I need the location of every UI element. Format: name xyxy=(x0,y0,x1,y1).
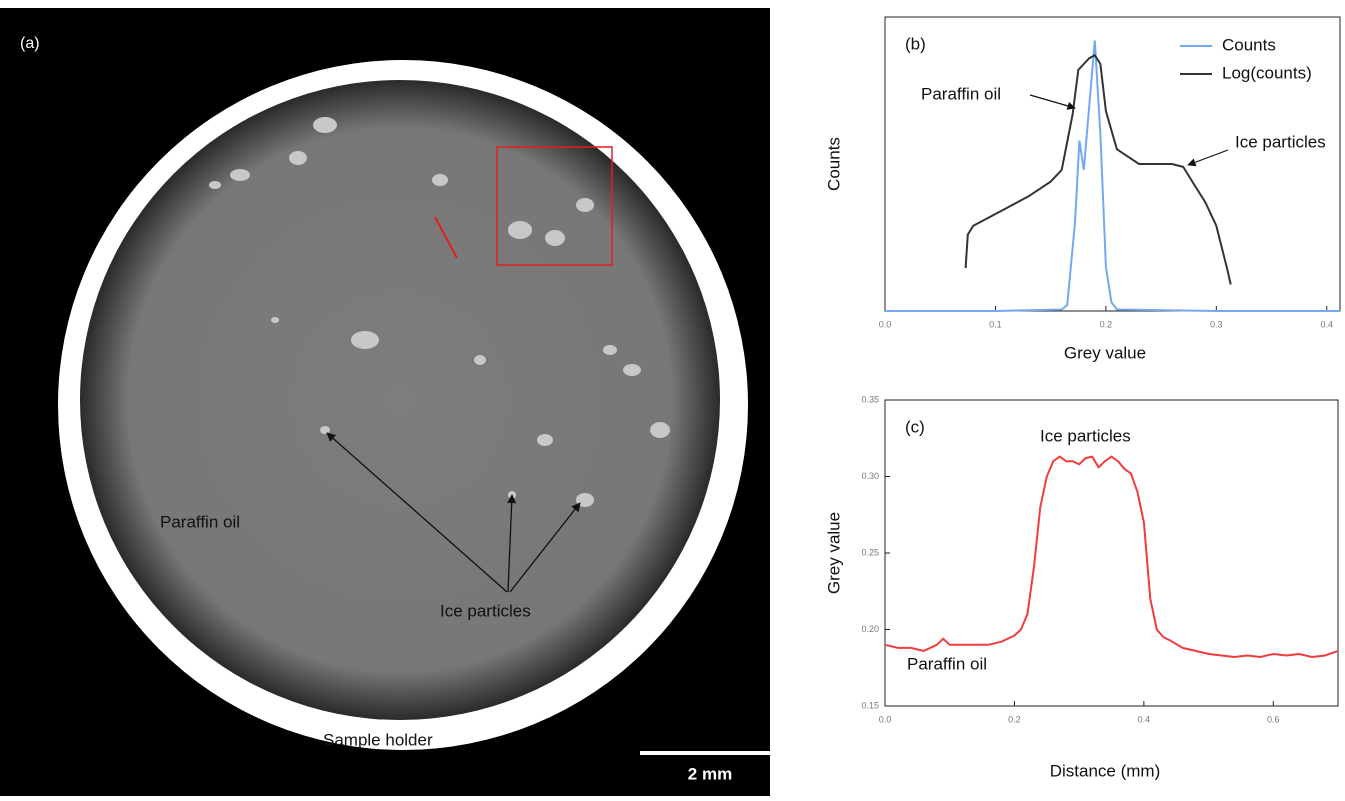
x-tick-label: 0.4 xyxy=(1320,319,1333,329)
annotation: Ice particles xyxy=(1235,132,1326,151)
data-line xyxy=(964,53,1232,285)
label: Sample holder xyxy=(323,730,433,749)
y-tick-label: 0.20 xyxy=(861,624,879,634)
x-tick-label: 0.0 xyxy=(879,714,892,724)
y-axis-label: Counts xyxy=(824,137,843,191)
x-tick-label: 0.2 xyxy=(1100,319,1113,329)
x-axis-label: Grey value xyxy=(1064,343,1146,362)
plot-frame xyxy=(884,16,1341,312)
panel-label: (c) xyxy=(905,417,925,436)
label: Ice particles xyxy=(440,601,531,620)
arrows xyxy=(326,432,581,593)
y-tick-label: 0.30 xyxy=(861,471,879,481)
panel-label: (a) xyxy=(20,35,40,52)
legend-label: Log(counts) xyxy=(1222,63,1312,82)
x-axis-label: Distance (mm) xyxy=(1050,761,1161,780)
data-line xyxy=(885,40,1340,312)
paraffin-region xyxy=(80,80,720,720)
panel-label: (b) xyxy=(905,34,926,53)
profile-line xyxy=(434,216,458,259)
y-tick-label: 0.15 xyxy=(861,700,879,710)
x-tick-label: 0.0 xyxy=(879,319,892,329)
zoom-box xyxy=(496,146,613,266)
annotation-arrow xyxy=(1187,149,1229,167)
x-tick-label: 0.4 xyxy=(1138,714,1151,724)
legend-label: Counts xyxy=(1222,35,1276,54)
annotation: Ice particles xyxy=(1040,426,1131,445)
label: Paraffin oil xyxy=(160,512,240,531)
x-tick-label: 0.1 xyxy=(989,319,1002,329)
annotation: Paraffin oil xyxy=(907,654,987,673)
annotation: Paraffin oil xyxy=(921,84,1001,103)
annotation-arrow xyxy=(1029,94,1076,110)
x-tick-label: 0.6 xyxy=(1267,714,1280,724)
x-tick-label: 0.3 xyxy=(1210,319,1223,329)
y-tick-label: 0.35 xyxy=(861,394,879,404)
data-line xyxy=(884,455,1339,659)
x-tick-label: 0.2 xyxy=(1008,714,1021,724)
y-axis-label: Grey value xyxy=(824,512,843,594)
micrograph-panel: (a) Paraffin oil Ice particles Sample ho… xyxy=(0,8,780,796)
ice-particles xyxy=(209,117,670,507)
scale-label: 2 mm xyxy=(688,764,732,783)
y-tick-label: 0.25 xyxy=(861,547,879,557)
